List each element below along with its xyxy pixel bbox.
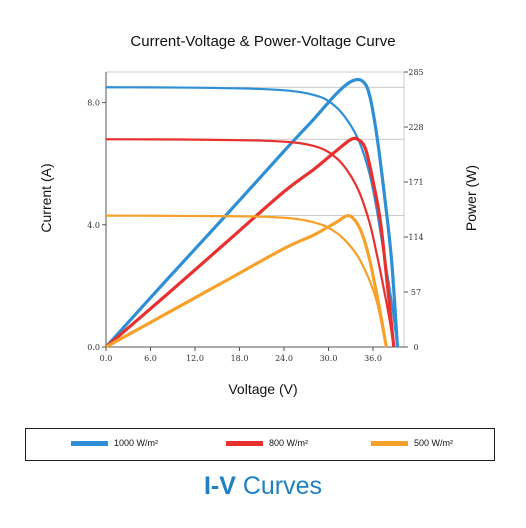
iv-curve-1 [105,138,395,348]
chart-plot: 0.0 4.0 8.0 0 57 114 171 228 285 0.0 6.0 12.0 18.0 24… [87,68,423,363]
x-tick-label: 18.0 [231,354,249,363]
caption-rest: Curves [235,472,323,500]
pv-curve-1 [104,136,396,349]
legend-label-500: 500 W/m² [414,438,454,448]
chart-ticks: 0.0 4.0 8.0 0 57 114 171 228 285 0.0 6.0 12.0 18.0 24… [87,68,423,363]
legend-swatch-1000 [71,440,108,446]
y-tick-label: 8.0 [87,99,100,108]
x-tick-label: 24.0 [275,354,293,363]
x-tick-label: 30.0 [320,354,338,363]
x-tick-label: 12.0 [186,354,204,363]
chart-series [104,77,400,349]
y-tick-label: 0.0 [87,343,100,352]
y2-tick-label: 57 [411,288,421,297]
caption: I-V Curves [0,472,526,501]
y-tick-label: 4.0 [87,221,100,230]
plot-frame [105,71,405,348]
legend-label-1000: 1000 W/m² [114,438,159,448]
legend-item-800: 800 W/m² [226,438,308,448]
legend-swatch-500 [371,440,408,446]
y2-tick-label: 171 [408,178,423,187]
x-tick-label: 6.0 [144,354,157,363]
pv-curve-2 [105,214,388,349]
x-tick-label: 36.0 [364,354,382,363]
y2-tick-label: 228 [408,123,423,132]
legend-label-800: 800 W/m² [269,438,309,448]
legend-swatch-800 [226,440,263,446]
legend-item-1000: 1000 W/m² [71,438,158,448]
caption-bold: I-V [203,472,236,500]
legend: 1000 W/m² 800 W/m² 500 W/m² [25,428,495,461]
y2-tick-label: 285 [408,68,423,77]
x-axis-label: Voltage (V) [228,381,298,397]
x-tick-label: 0.0 [100,354,113,363]
pv-curve-0 [104,77,400,349]
iv-curve-2 [105,214,388,348]
legend-item-500: 500 W/m² [371,438,453,448]
chart-title: Current-Voltage & Power-Voltage Curve [130,33,396,50]
y2-tick-label: 0 [413,343,418,352]
y2-tick-label: 114 [408,233,423,242]
chart-axes [105,71,405,348]
